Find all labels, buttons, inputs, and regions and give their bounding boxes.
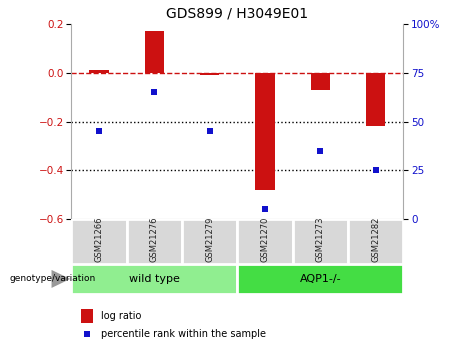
Point <box>317 148 324 154</box>
Polygon shape <box>52 270 70 288</box>
Text: GSM21273: GSM21273 <box>316 217 325 262</box>
Bar <box>200 73 219 75</box>
Point <box>261 207 269 212</box>
FancyBboxPatch shape <box>182 219 237 264</box>
Point <box>95 129 103 134</box>
Text: GSM21270: GSM21270 <box>260 217 270 262</box>
Text: GSM21276: GSM21276 <box>150 217 159 262</box>
Bar <box>255 73 275 190</box>
Text: AQP1-/-: AQP1-/- <box>300 274 341 284</box>
Text: percentile rank within the sample: percentile rank within the sample <box>101 329 266 339</box>
Bar <box>89 70 109 73</box>
Text: GSM21266: GSM21266 <box>95 217 104 262</box>
Text: wild type: wild type <box>129 274 180 284</box>
Point <box>84 331 91 337</box>
FancyBboxPatch shape <box>348 219 403 264</box>
Point <box>151 90 158 95</box>
Text: GSM21279: GSM21279 <box>205 217 214 262</box>
FancyBboxPatch shape <box>237 219 293 264</box>
FancyBboxPatch shape <box>127 219 182 264</box>
Text: log ratio: log ratio <box>101 311 142 321</box>
FancyBboxPatch shape <box>71 219 127 264</box>
Bar <box>366 73 385 127</box>
Bar <box>82 309 93 323</box>
Text: GSM21282: GSM21282 <box>371 217 380 262</box>
FancyBboxPatch shape <box>71 264 237 294</box>
Point <box>206 129 213 134</box>
FancyBboxPatch shape <box>237 264 403 294</box>
Point <box>372 168 379 173</box>
FancyBboxPatch shape <box>293 219 348 264</box>
Bar <box>145 31 164 73</box>
Title: GDS899 / H3049E01: GDS899 / H3049E01 <box>166 6 308 20</box>
Bar <box>311 73 330 90</box>
Text: genotype/variation: genotype/variation <box>9 274 95 283</box>
